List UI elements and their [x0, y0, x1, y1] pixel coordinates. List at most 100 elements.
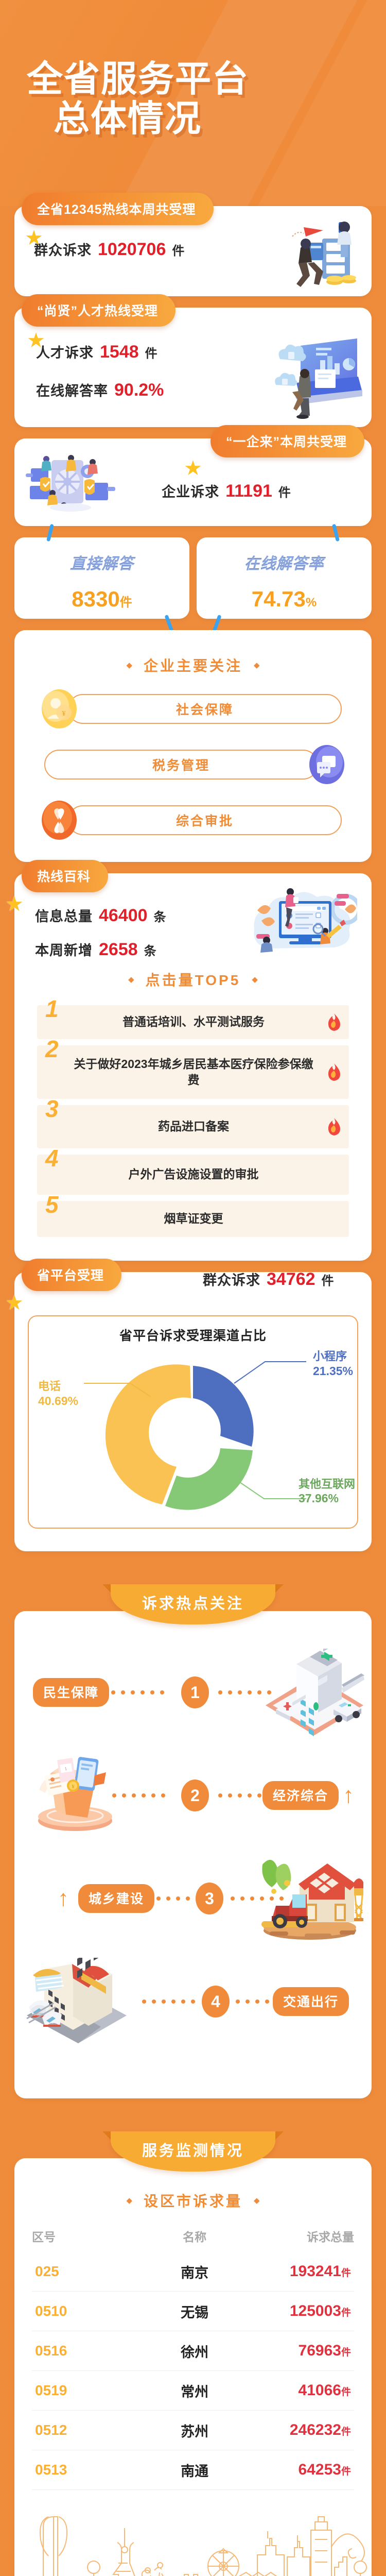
cell-code: 0510 — [35, 2303, 67, 2319]
hotspot-item-3[interactable]: ↑ 城乡建设 3 — [14, 1847, 372, 1950]
city-requests-heading: ◆ 设区市诉求量 ◆ — [14, 2190, 372, 2211]
cell-total-unit: 件 — [341, 2427, 351, 2437]
top5-list-item[interactable]: 2 关于做好2023年城乡居民基本医疗保险参保缴费 — [37, 1037, 349, 1099]
talent-requests-stat: 人才诉求 1548 件 — [36, 342, 372, 362]
top5-list-item[interactable]: 3 药品进口备案 — [37, 1097, 349, 1148]
donut-label-other-internet-value: 37.96% — [298, 1492, 339, 1505]
donut-label-phone-name: 电话 — [38, 1380, 61, 1393]
banner-ear-left — [102, 2131, 111, 2140]
talent-online-rate-label: 在线解答率 — [36, 383, 108, 399]
focus-label-tax-management: 税务管理 — [44, 750, 318, 779]
hotspots-banner: 诉求热点关注 — [102, 1584, 284, 1624]
cell-code: 025 — [35, 2263, 59, 2279]
focus-item-tax-management[interactable]: 税务管理 — [39, 744, 347, 785]
encyclopedia-total-value: 46400 — [99, 906, 148, 925]
donut-slice-other-internet — [165, 1448, 253, 1510]
table-row[interactable]: 0513 南通 64253件 — [32, 2450, 354, 2490]
table-row[interactable]: 0516 徐州 76963件 — [32, 2331, 354, 2371]
hero-title-line1: 全省服务平台 — [27, 58, 249, 100]
focus-item-social-security[interactable]: ¥ 社会保障 — [39, 689, 347, 729]
enterprise-requests-stat: 企业诉求 11191 件 — [14, 481, 372, 501]
tax-management-icon — [309, 745, 344, 784]
flame-icon — [328, 1118, 340, 1136]
rank-number: 3 — [45, 1095, 59, 1122]
top5-item-text: 烟草证变更 — [164, 1212, 223, 1226]
province-platform-value: 34762 — [267, 1269, 315, 1289]
talent-requests-unit: 件 — [145, 347, 158, 361]
focus-label-comprehensive-approval: 综合审批 — [68, 805, 342, 835]
service-monitor-card: ◆ 设区市诉求量 ◆ 区号 名称 诉求总量 025 南京 193241件 051… — [14, 2158, 372, 2576]
rank-number: 1 — [45, 995, 59, 1022]
talent-online-rate-value: 90.2% — [114, 380, 164, 400]
direct-answer-unit: 件 — [119, 596, 132, 609]
talent-hotline-pill: “尚贤”人才热线受理 — [22, 294, 176, 327]
hotline-12345-stat: 群众诉求 1020706 件 — [34, 239, 372, 260]
click-top5-heading: ◆ 点击量TOP5 ◆ — [14, 969, 372, 990]
dotted-connector — [231, 1896, 284, 1901]
knowledge-base-illustration — [254, 888, 357, 953]
top5-item-text: 普通话培训、水平测试服务 — [122, 1015, 265, 1029]
enterprise-security-illustration — [26, 455, 115, 512]
top5-list-item[interactable]: 4 户外广告设施设置的审批 — [37, 1146, 349, 1195]
online-answer-rate-value: 74.73% — [197, 587, 372, 612]
office-worker-illustration — [292, 222, 356, 287]
hotline-12345-pill: 全省12345热线本周共受理 — [22, 193, 214, 225]
cell-total: 246232件 — [248, 2421, 354, 2439]
table-row[interactable]: 0519 常州 41066件 — [32, 2371, 354, 2411]
cell-total: 193241件 — [248, 2263, 354, 2280]
province-platform-pill: 省平台受理 — [22, 1259, 122, 1291]
province-platform-unit: 件 — [321, 1274, 335, 1288]
svg-text:1: 1 — [64, 1766, 67, 1772]
top5-item-text: 药品进口备案 — [158, 1120, 229, 1133]
data-dashboard-illustration — [275, 338, 362, 419]
rank-number: 4 — [45, 1145, 59, 1172]
cell-name: 常州 — [181, 2384, 209, 2400]
hotspots-card: 民生保障 1 — [14, 1611, 372, 2098]
cell-total: 125003件 — [248, 2302, 354, 2320]
comprehensive-approval-icon — [42, 801, 77, 840]
hero-diagonal-band-2 — [0, 0, 386, 206]
hotspot-item-1[interactable]: 民生保障 1 — [14, 1641, 372, 1744]
talent-online-rate-stat: 在线解答率 90.2% — [36, 380, 372, 400]
city-skyline-illustration — [33, 2516, 367, 2576]
direct-answer-box: 直接解答 8330件 — [14, 523, 189, 633]
dotted-connector — [142, 1999, 195, 2004]
service-monitor-banner: 服务监测情况 — [102, 2131, 284, 2172]
diamond-icon: ◆ — [128, 975, 134, 984]
focus-item-comprehensive-approval[interactable]: 综合审批 — [39, 800, 347, 840]
cell-name: 苏州 — [181, 2424, 209, 2439]
top5-list-item[interactable]: 1 普通话培训、水平测试服务 — [37, 997, 349, 1039]
table-row[interactable]: 025 南京 193241件 — [32, 2252, 354, 2292]
cell-total-unit: 件 — [341, 2268, 351, 2279]
talent-hotline-card: “尚贤”人才热线受理 人才诉求 1548 件 在线解答率 90.2% — [14, 294, 372, 427]
direct-answer-number: 8330 — [72, 587, 120, 611]
flame-icon — [328, 1013, 340, 1031]
table-row[interactable]: 0510 无锡 125003件 — [32, 2292, 354, 2331]
hotspot-rank-3: 3 — [196, 1883, 223, 1914]
hotspot-item-2[interactable]: 1 ¥ 2 经济综合 ↑ — [14, 1744, 372, 1847]
hotspot-label-3: 城乡建设 — [78, 1884, 155, 1913]
enterprise-metrics-row: 直接解答 8330件 在线解答率 74.73% — [14, 523, 372, 633]
chart-title: 省平台诉求受理渠道占比 — [119, 1329, 267, 1343]
hotspot-item-4[interactable]: 4 交通出行 — [14, 1950, 372, 2053]
page-title: 全省服务平台 总体情况 — [27, 58, 249, 138]
svg-text:¥: ¥ — [72, 1784, 75, 1790]
table-row[interactable]: 0512 苏州 246232件 — [32, 2411, 354, 2450]
cell-total-unit: 件 — [341, 2466, 351, 2477]
diamond-icon: ◆ — [126, 2196, 132, 2205]
cell-total-number: 41066 — [298, 2382, 341, 2399]
cell-name: 徐州 — [181, 2344, 209, 2360]
cell-name: 南通 — [181, 2463, 209, 2479]
encyclopedia-card: 热线百科 信息总量 46400 条 本周新增 2658 条 — [14, 860, 372, 1261]
hero-diagonal-band — [0, 0, 386, 206]
hotspot-rank-1: 1 — [181, 1676, 209, 1708]
cell-name: 无锡 — [181, 2304, 209, 2320]
top5-list-item[interactable]: 5 烟草证变更 — [37, 1193, 349, 1237]
flame-icon — [328, 1063, 340, 1081]
city-requests-table: 区号 名称 诉求总量 025 南京 193241件 0510 无锡 125003… — [32, 2220, 354, 2490]
banner-ear-right — [275, 1584, 284, 1592]
encyclopedia-new-stat: 本周新增 2658 条 — [35, 939, 372, 960]
hotline-12345-stat-value: 1020706 — [98, 240, 166, 259]
cell-code: 0513 — [35, 2462, 67, 2478]
